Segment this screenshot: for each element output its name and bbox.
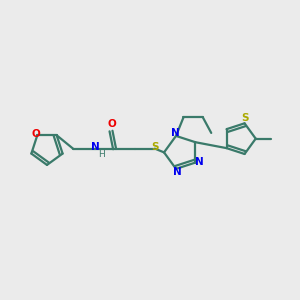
Text: S: S (152, 142, 159, 152)
Text: O: O (32, 129, 40, 139)
Text: N: N (171, 128, 180, 138)
Text: O: O (107, 119, 116, 129)
Text: N: N (173, 167, 182, 177)
Text: H: H (98, 150, 105, 159)
Text: N: N (195, 157, 203, 167)
Text: N: N (91, 142, 100, 152)
Text: S: S (242, 113, 249, 123)
